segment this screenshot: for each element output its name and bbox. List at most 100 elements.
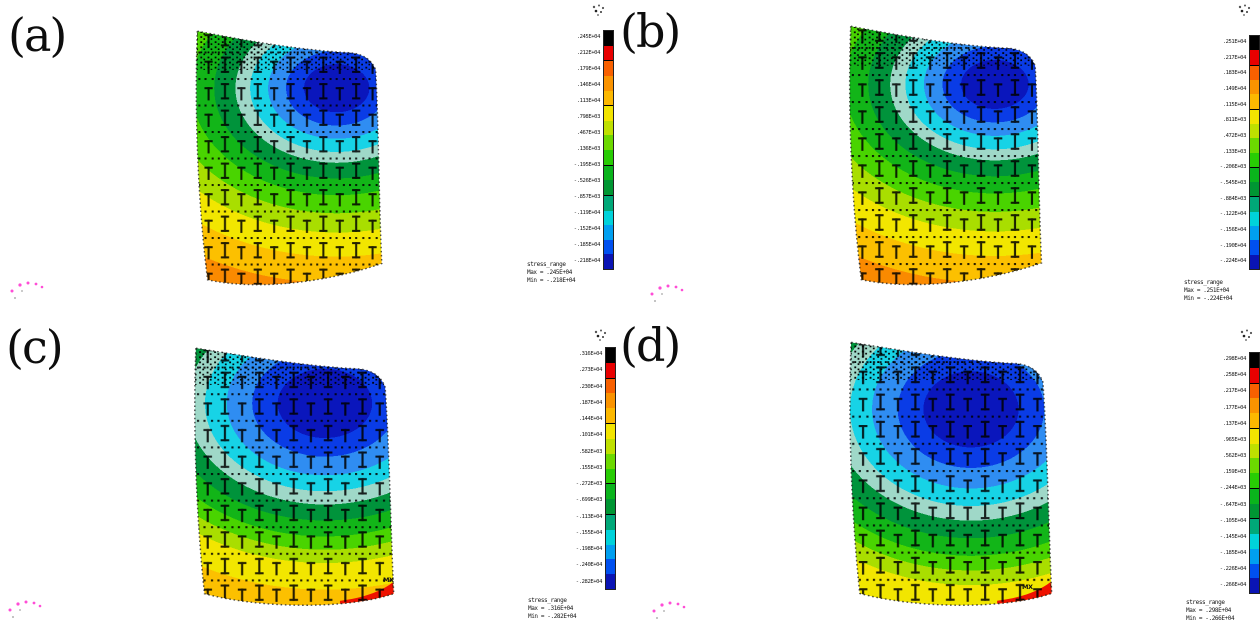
colorbar-segment <box>606 499 615 514</box>
axis-triad-icon <box>8 276 53 304</box>
contour-plot-svg <box>849 341 1053 606</box>
colorbar-tick-labels: .251E+04 .217E+04 .183E+04 .149E+04 .115E+04… <box>1190 40 1247 265</box>
colorbar-tick-label: -.198E+04 <box>575 546 603 552</box>
colorbar-tick-label: .159E+03 <box>1222 469 1247 476</box>
colorbar-tick-label: -.155E+04 <box>575 530 603 536</box>
legend-footer-text: stress_range Max = .316E+04 Min = -.282E+0… <box>528 597 577 621</box>
colorbar-segment <box>606 483 615 500</box>
colorbar-tick-label: .183E+04 <box>1222 70 1247 77</box>
legend-footer-text: stress_range Max = .298E+04 Min = -.266E+0… <box>1186 599 1235 623</box>
colorbar-tick-label: -.113E+04 <box>575 513 603 520</box>
colorbar-segment <box>606 468 615 484</box>
colorbar-segment <box>1250 398 1259 413</box>
colorbar-tick-label: -.266E+04 <box>1219 582 1247 589</box>
colorbar-segment <box>1250 79 1259 95</box>
colorbar-tick-label: .217E+04 <box>1222 54 1247 61</box>
contour-plot-svg <box>848 25 1043 286</box>
colorbar-tick-label: -.240E+04 <box>575 562 603 569</box>
colorbar-tick-label: .137E+04 <box>1222 420 1247 427</box>
plate-outline <box>848 25 1043 286</box>
legend-footer-line: Max = .298E+04 <box>1186 607 1231 614</box>
colorbar <box>1249 352 1260 594</box>
colorbar-tick-label: -.857E+03 <box>573 194 601 201</box>
top-edge-speckle <box>849 26 1042 66</box>
legend-footer-line: stress_range <box>528 597 567 604</box>
legend-footer-line: stress_range <box>1186 599 1225 606</box>
legend-footer-text: stress_range Max = .245E+04 Min = -.218E+0… <box>527 261 576 285</box>
colorbar-tick-labels: .316E+04 .273E+04 .230E+04 .187E+04 .144E+04… <box>546 352 603 585</box>
colorbar-tick-label: .217E+04 <box>1222 388 1247 395</box>
panel-caption: (d) <box>620 318 681 372</box>
max-location-label: MX <box>1022 583 1033 591</box>
colorbar-tick-label: -.185E+04 <box>1219 550 1247 556</box>
top-edge-speckle <box>196 31 382 70</box>
mesh-overlay <box>849 342 1052 606</box>
colorbar-segment <box>604 194 613 211</box>
colorbar-tick-label: -.282E+04 <box>575 578 603 585</box>
colorbar-tick-label: -.244E+03 <box>1219 485 1247 492</box>
colorbar-segment <box>606 544 615 560</box>
colorbar-tick-label: .965E+03 <box>1222 437 1247 443</box>
colorbar-segment <box>1250 108 1259 124</box>
colorbar-segment <box>604 105 613 121</box>
colorbar-segment <box>1250 427 1259 444</box>
colorbar-segment <box>1250 240 1259 255</box>
colorbar-segment <box>606 513 615 530</box>
colorbar-tick-label: .136E+03 <box>576 146 601 153</box>
legend-footer-text: stress_range Max = .251E+04 Min = -.224E+0… <box>1184 279 1233 303</box>
legend-footer-line: Max = .245E+04 <box>527 269 572 276</box>
colorbar-segment <box>606 453 615 469</box>
legend-header-icon <box>592 328 608 347</box>
panel-caption: (a) <box>8 8 67 62</box>
legend-header-icon <box>1236 3 1252 22</box>
colorbar-segment <box>1250 50 1259 65</box>
colorbar-segment <box>606 423 615 439</box>
colorbar-tick-label: -.195E+03 <box>573 162 601 169</box>
contour-plot <box>183 340 398 610</box>
colorbar-segment <box>1250 578 1259 593</box>
colorbar-segment <box>1250 138 1259 153</box>
colorbar-segment <box>1250 367 1259 383</box>
colorbar-tick-label: -.647E+03 <box>1219 501 1247 508</box>
legend-header-icon <box>590 3 606 22</box>
colorbar-segment <box>604 254 613 269</box>
panel-caption: (b) <box>620 4 681 58</box>
mesh-overlay <box>194 348 394 606</box>
colorbar-segment <box>1250 211 1259 227</box>
colorbar-tick-label: -.526E+03 <box>573 178 601 185</box>
colorbar-tick-label: .177E+04 <box>1222 404 1247 411</box>
colorbar-tick-label: .798E+03 <box>576 114 601 120</box>
colorbar-segment <box>1250 458 1259 473</box>
legend-footer-line: Min = -.224E+04 <box>1184 295 1233 302</box>
legend-footer-line: Max = .316E+04 <box>528 605 573 612</box>
colorbar-segment <box>604 75 613 91</box>
colorbar-segment <box>606 438 615 454</box>
plate-outline <box>194 347 395 606</box>
colorbar-tick-label: .133E+03 <box>1222 149 1247 155</box>
contour-plot-svg <box>194 347 395 606</box>
colorbar-tick-label: -.145E+04 <box>1219 534 1247 540</box>
colorbar-tick-label: .467E+03 <box>576 130 601 137</box>
colorbar-tick-label: -.226E+04 <box>1219 566 1247 573</box>
colorbar-segment <box>606 362 615 378</box>
axis-triad-icon <box>6 595 51 623</box>
plate-outline <box>195 30 383 286</box>
legend-footer-line: Min = -.266E+04 <box>1186 615 1235 622</box>
colorbar-tick-labels: .298E+04 .258E+04 .217E+04 .177E+04 .137E+04… <box>1190 357 1247 589</box>
legend-footer-line: Max = .251E+04 <box>1184 287 1229 294</box>
legend-footer-line: stress_range <box>527 261 566 268</box>
colorbar-segment <box>604 120 613 136</box>
colorbar-tick-label: -.119E+04 <box>573 210 601 217</box>
colorbar-tick-label: -.190E+04 <box>1219 243 1247 249</box>
colorbar-tick-label: .273E+04 <box>578 367 603 374</box>
colorbar-tick-label: .155E+03 <box>578 465 603 471</box>
colorbar-tick-label: -.218E+04 <box>573 258 601 265</box>
colorbar-tick-label: .811E+03 <box>1222 117 1247 124</box>
colorbar <box>605 347 616 590</box>
colorbar-tick-label: -.884E+03 <box>1219 196 1247 202</box>
colorbar-segment <box>1250 152 1259 167</box>
colorbar-tick-label: -.224E+04 <box>1219 258 1247 265</box>
colorbar-tick-label: .149E+04 <box>1222 86 1247 92</box>
colorbar-segment <box>604 210 613 226</box>
legend-footer-line: stress_range <box>1184 279 1223 286</box>
